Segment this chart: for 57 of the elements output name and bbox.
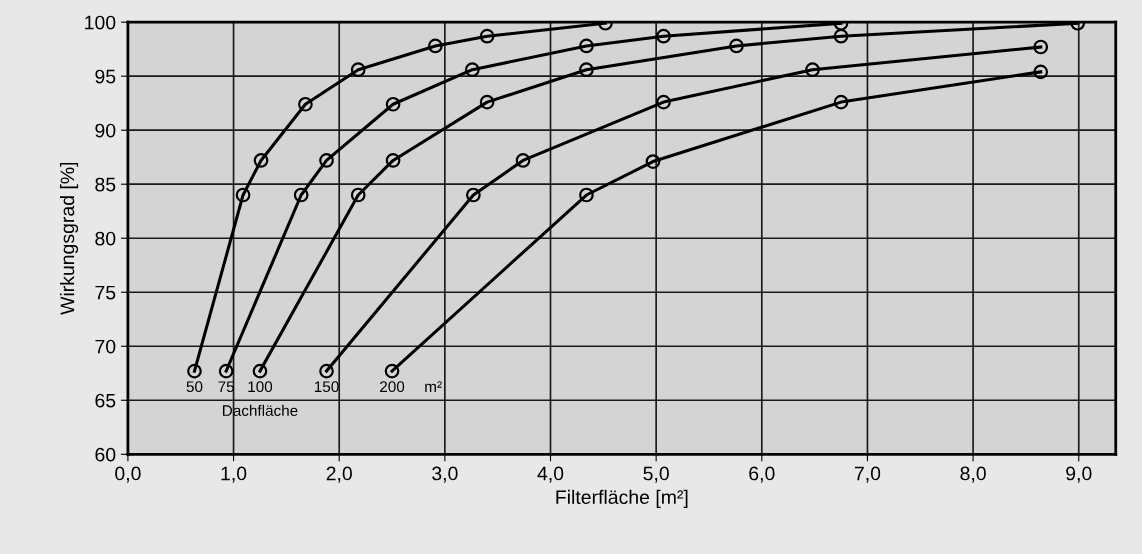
y-tick-label: 85: [95, 177, 116, 192]
point: [579, 187, 594, 203]
y-tick-label: 60: [95, 447, 116, 462]
point: [1033, 64, 1049, 80]
point: [479, 28, 495, 44]
point: [579, 38, 594, 54]
y-tick-label: 70: [95, 339, 116, 354]
point: [319, 153, 334, 168]
point: [579, 62, 594, 78]
point: [466, 187, 481, 203]
point: [253, 153, 269, 168]
point: [833, 28, 849, 44]
y-axis-title: Wirkungsgrad [%]: [59, 162, 79, 315]
x-tick-label: 0,0: [115, 466, 141, 483]
point: [656, 28, 671, 44]
point: [218, 363, 234, 379]
point: [235, 187, 251, 203]
x-tick-label: 1,0: [221, 466, 247, 483]
point: [479, 94, 495, 110]
point: [252, 363, 268, 379]
point: [1033, 39, 1049, 55]
y-tick-label: 65: [95, 393, 116, 408]
point: [350, 187, 366, 203]
point: [515, 153, 531, 168]
point: [187, 363, 202, 379]
point: [645, 154, 661, 169]
y-tick-label: 100: [85, 15, 116, 30]
point: [833, 94, 849, 110]
y-tick-label: 95: [95, 69, 116, 84]
point: [385, 153, 401, 168]
point: [427, 38, 443, 54]
point: [656, 94, 671, 110]
x-tick-label: 4,0: [537, 466, 564, 483]
series-label: 100: [248, 381, 273, 393]
point: [384, 363, 400, 379]
x-tick-label: 6,0: [749, 466, 775, 483]
point: [350, 62, 366, 78]
annotation: m²: [425, 381, 442, 392]
point: [385, 96, 401, 112]
x-tick-label: 8,0: [960, 466, 986, 483]
y-tick-label: 90: [95, 123, 116, 138]
x-tick-label: 9,0: [1066, 466, 1092, 483]
y-tick-label: 80: [95, 231, 116, 246]
point: [729, 38, 744, 54]
x-tick-label: 5,0: [643, 466, 669, 483]
series-label: 50: [186, 381, 203, 393]
y-tick-label: 75: [95, 285, 116, 300]
x-tick-label: 2,0: [326, 466, 352, 483]
point: [293, 187, 309, 203]
point: [464, 62, 480, 78]
x-tick-label: 3,0: [432, 466, 458, 483]
series-label: 200: [380, 381, 405, 393]
point: [298, 96, 313, 112]
point: [805, 62, 820, 78]
point: [319, 363, 334, 379]
x-tick-label: 7,0: [854, 466, 881, 483]
x-axis-title: Filterfläche [m²]: [556, 489, 688, 508]
